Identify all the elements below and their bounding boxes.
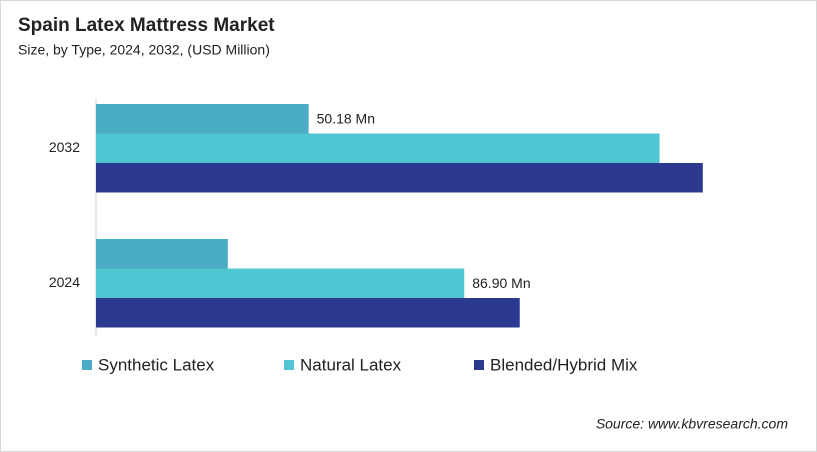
y-tick-label: 2024 — [49, 274, 80, 290]
legend-swatch — [284, 360, 294, 370]
data-label: 86.90 Mn — [472, 275, 530, 291]
bar — [96, 268, 465, 298]
source: Source: www.kbvresearch.com — [596, 416, 789, 432]
bar — [96, 133, 660, 163]
legend-label: Natural Latex — [300, 355, 402, 374]
legend-swatch — [82, 360, 92, 370]
data-label: 50.18 Mn — [317, 110, 375, 126]
bar — [96, 298, 520, 328]
y-tick-label: 2032 — [49, 139, 80, 155]
bar — [96, 163, 703, 193]
chart-subtitle: Size, by Type, 2024, 2032, (USD Million) — [18, 42, 270, 58]
legend-label: Synthetic Latex — [98, 355, 215, 374]
legend-swatch — [474, 360, 484, 370]
legend-label: Blended/Hybrid Mix — [490, 355, 638, 374]
bar — [96, 239, 228, 269]
chart-title: Spain Latex Mattress Market — [18, 15, 275, 36]
bar — [96, 104, 309, 134]
